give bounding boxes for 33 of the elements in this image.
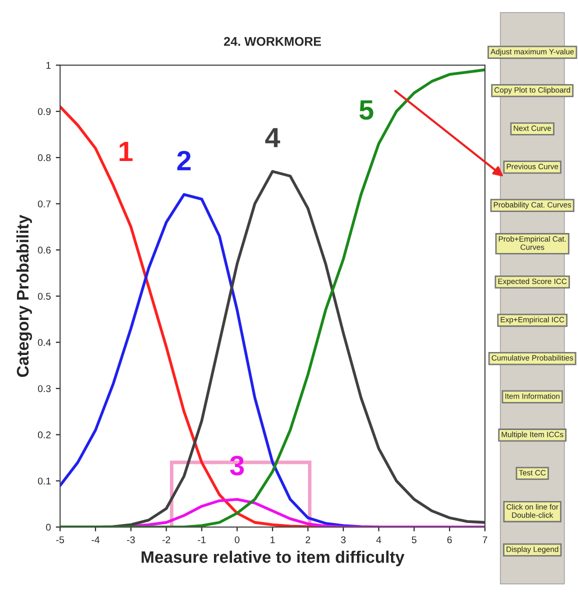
y-tick-label: 0.9 <box>38 108 51 115</box>
x-tick-label: 5 <box>412 536 416 544</box>
x-tick-label: -4 <box>92 536 100 544</box>
series-label: 5 <box>359 100 374 120</box>
x-tick-label: 4 <box>376 536 382 544</box>
y-tick-label: 0.1 <box>38 478 51 484</box>
x-tick-label: -2 <box>162 536 170 544</box>
series-label: 4 <box>265 128 280 148</box>
x-tick-label: 7 <box>482 536 488 544</box>
series-label: 2 <box>177 150 191 170</box>
x-tick-label: -5 <box>56 536 64 544</box>
line-series <box>60 68 485 528</box>
series-label: 3 <box>230 456 244 476</box>
x-axis-title: Measure relative to item difficulty <box>142 550 404 566</box>
y-axis-title: Category Probability <box>16 214 32 377</box>
x-tick-label: -1 <box>198 536 206 544</box>
chart-title: 24. WORKMORE <box>224 37 321 46</box>
y-tick-label: 0.7 <box>38 200 51 208</box>
y-tick-label: 0.5 <box>38 292 51 300</box>
y-tick-label: 1 <box>46 62 51 69</box>
y-tick-label: 0.8 <box>38 154 51 162</box>
x-tick-label: 6 <box>447 536 452 544</box>
y-tick-label: 0 <box>46 524 51 531</box>
x-tick-label: 3 <box>341 536 346 544</box>
x-tick-label: -3 <box>127 536 135 544</box>
y-tick-label: 0.6 <box>38 246 51 254</box>
y-tick-label: 0.4 <box>38 339 51 346</box>
series-label: 1 <box>120 142 133 162</box>
x-tick-label: 1 <box>270 536 275 544</box>
y-tick-label: 0.2 <box>38 431 51 438</box>
x-tick-label: 2 <box>306 536 310 544</box>
x-tick-label: 0 <box>234 536 240 544</box>
y-tick-label: 0.3 <box>38 385 51 392</box>
